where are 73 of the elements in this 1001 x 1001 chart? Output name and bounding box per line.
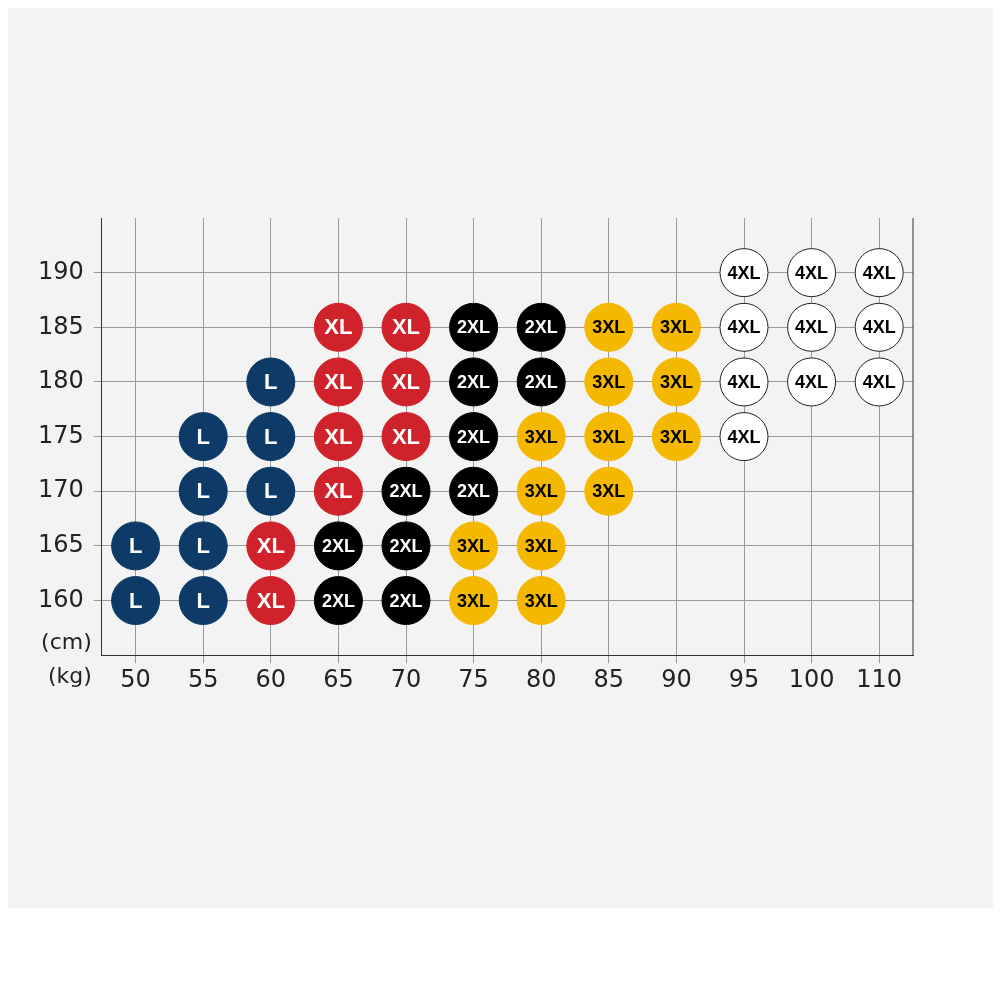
text: 2XL [457, 426, 491, 447]
text: 4XL [795, 262, 829, 283]
text: L [264, 369, 278, 395]
text: 4XL [727, 262, 761, 283]
x-tick-label: 60 [255, 664, 287, 693]
text: 2XL [321, 535, 355, 556]
text: 4XL [795, 371, 829, 392]
text: 4XL [727, 426, 761, 447]
x-axis-title: (kg) [47, 662, 92, 688]
y-axis-title: (cm) [41, 628, 92, 654]
text: 4XL [727, 317, 761, 338]
x-tick-label: 100 [788, 664, 835, 693]
text: 4XL [862, 371, 896, 392]
text: 4XL [862, 317, 896, 338]
x-tick-label: 95 [728, 664, 760, 693]
series-label: 3XL [592, 317, 626, 338]
text: 2XL [457, 371, 491, 392]
text: 3XL [524, 535, 558, 556]
text: L [264, 478, 278, 504]
series-label: 4XL [862, 262, 896, 283]
text: XL [324, 314, 353, 340]
text: XL [256, 532, 285, 558]
text: 2XL [389, 535, 423, 556]
text: L [196, 587, 210, 613]
x-tick-label: 90 [661, 664, 692, 693]
text: L [196, 423, 210, 449]
text: 2XL [524, 371, 558, 392]
x-tick-label: 70 [390, 664, 422, 693]
text: 3XL [524, 481, 558, 502]
text: 2XL [457, 481, 491, 502]
text: 2XL [457, 317, 491, 338]
text: XL [391, 314, 421, 340]
text: 3XL [659, 317, 693, 338]
y-tick-label: 175 [38, 420, 84, 449]
y-tick-label: 180 [38, 366, 84, 395]
series-label: XL [324, 369, 353, 395]
series-label: L [196, 478, 210, 504]
text: XL [324, 478, 353, 504]
text: 3XL [659, 426, 693, 447]
text: XL [391, 369, 421, 395]
series-label: 2XL [321, 590, 355, 611]
y-tick-label: 190 [38, 256, 84, 285]
text: L [196, 532, 210, 558]
text: 3XL [592, 481, 626, 502]
y-tick-label: 185 [38, 311, 84, 340]
x-tick-label: 65 [323, 664, 354, 693]
y-tick-label: 170 [38, 475, 84, 504]
text: 4XL [795, 317, 829, 338]
y-tick-label: 160 [38, 584, 84, 613]
text: L [128, 587, 143, 613]
text: XL [391, 423, 421, 449]
text: L [128, 532, 143, 558]
text: 2XL [389, 481, 423, 502]
text: 4XL [727, 371, 761, 392]
text: 3XL [592, 426, 626, 447]
text: 3XL [524, 426, 558, 447]
text: 3XL [457, 535, 491, 556]
x-tick-label: 110 [856, 664, 903, 693]
x-tick-label: 80 [525, 664, 557, 693]
text: XL [256, 587, 285, 613]
text: 3XL [592, 371, 626, 392]
text: 3XL [659, 371, 693, 392]
x-tick-label: 50 [120, 664, 151, 693]
y-tick-label: 165 [38, 530, 84, 559]
x-tick-label: 55 [187, 664, 219, 693]
x-tick-label: 85 [593, 664, 625, 693]
text: L [264, 423, 278, 449]
text: 2XL [524, 317, 558, 338]
x-tick-label: 75 [458, 664, 489, 693]
text: 3XL [524, 590, 558, 611]
text: 2XL [389, 590, 423, 611]
text: 3XL [457, 590, 491, 611]
text: XL [324, 423, 353, 449]
